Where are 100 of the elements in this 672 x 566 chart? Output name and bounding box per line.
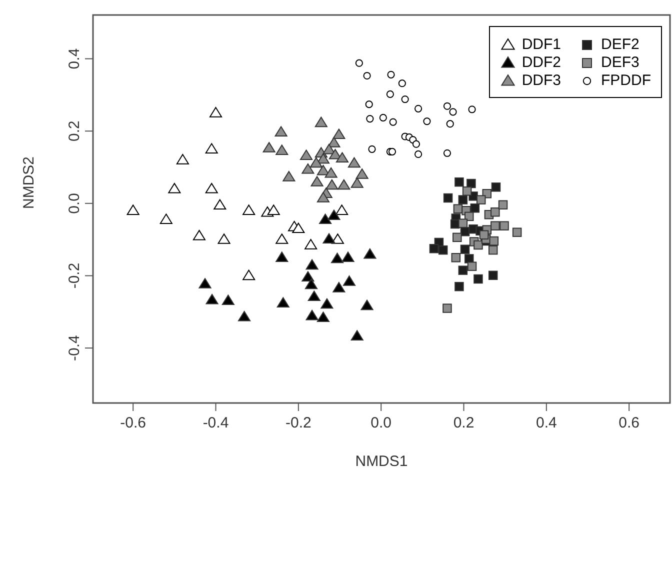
x-axis-title: NMDS1 [355, 453, 408, 470]
point [238, 310, 251, 322]
legend-label: DDF2 [522, 54, 561, 70]
point [389, 118, 397, 126]
point [336, 204, 348, 215]
point [324, 167, 338, 178]
point [363, 72, 371, 80]
point [454, 282, 464, 292]
y-axis-title: NMDS2 [20, 156, 38, 209]
point [467, 262, 477, 271]
point [326, 179, 338, 190]
legend-label: DDF3 [522, 72, 561, 88]
point [386, 90, 394, 98]
point [304, 238, 318, 250]
point [176, 154, 189, 164]
y-tick-label: -0.4 [66, 335, 83, 361]
point [332, 128, 346, 140]
point [262, 142, 276, 152]
point [356, 168, 368, 179]
point [331, 234, 344, 244]
point [355, 59, 363, 67]
x-tick-label: 0.0 [370, 414, 392, 432]
point [302, 163, 314, 174]
point [414, 150, 422, 158]
point [446, 120, 454, 128]
y-tick-label: 0.2 [66, 120, 83, 142]
point [442, 304, 452, 313]
point [276, 297, 290, 308]
point [476, 195, 486, 204]
point [214, 199, 226, 210]
point [443, 149, 452, 157]
point [274, 126, 288, 137]
point [222, 294, 234, 306]
point [458, 218, 468, 228]
point [423, 118, 431, 126]
point [474, 274, 483, 284]
point [368, 145, 376, 153]
point [306, 310, 318, 320]
point [454, 177, 464, 187]
point [198, 278, 212, 288]
point [360, 300, 374, 310]
point [490, 207, 500, 217]
point [310, 157, 322, 168]
point [414, 104, 422, 112]
point [314, 116, 328, 128]
y-tick-label: -0.2 [66, 262, 83, 289]
point [449, 108, 457, 116]
point [348, 157, 360, 168]
point [192, 230, 206, 240]
point [512, 228, 522, 237]
point [242, 270, 256, 280]
point [479, 230, 489, 240]
point [267, 204, 280, 215]
x-tick-label: 0.6 [618, 414, 640, 432]
point [168, 182, 181, 194]
point [338, 179, 350, 190]
point [292, 222, 305, 234]
point [443, 102, 452, 110]
point [364, 248, 376, 259]
point [350, 330, 364, 340]
point [206, 294, 218, 304]
point [460, 244, 470, 254]
x-tick-label: -0.2 [285, 414, 312, 432]
point [498, 200, 508, 210]
point [276, 234, 288, 244]
x-tick-label: -0.4 [202, 414, 229, 432]
point [453, 204, 463, 214]
legend-label: DEF2 [601, 36, 640, 52]
point [452, 232, 462, 242]
point [205, 182, 218, 194]
point [387, 70, 395, 78]
point [443, 193, 453, 203]
point [242, 204, 256, 215]
point [458, 195, 468, 204]
point [328, 148, 342, 160]
point [316, 164, 330, 176]
x-tick-label: -0.6 [120, 414, 146, 432]
point [310, 176, 324, 186]
point [322, 233, 336, 244]
point [490, 221, 500, 230]
point [304, 278, 318, 290]
point [401, 95, 409, 104]
x-tick-label: 0.4 [536, 414, 557, 432]
point [466, 178, 476, 188]
point [316, 192, 330, 202]
point [319, 214, 332, 224]
point [488, 245, 498, 255]
point [489, 236, 499, 246]
y-tick-label: 0.0 [66, 192, 83, 214]
point [500, 221, 509, 230]
point [451, 253, 461, 262]
point [462, 186, 472, 196]
legend-label: DEF3 [601, 54, 640, 70]
point [276, 144, 288, 155]
point [342, 252, 354, 262]
point [205, 143, 218, 154]
point [491, 182, 501, 192]
x-tick-label: 0.2 [453, 414, 474, 432]
point [412, 140, 420, 148]
point [320, 298, 334, 309]
